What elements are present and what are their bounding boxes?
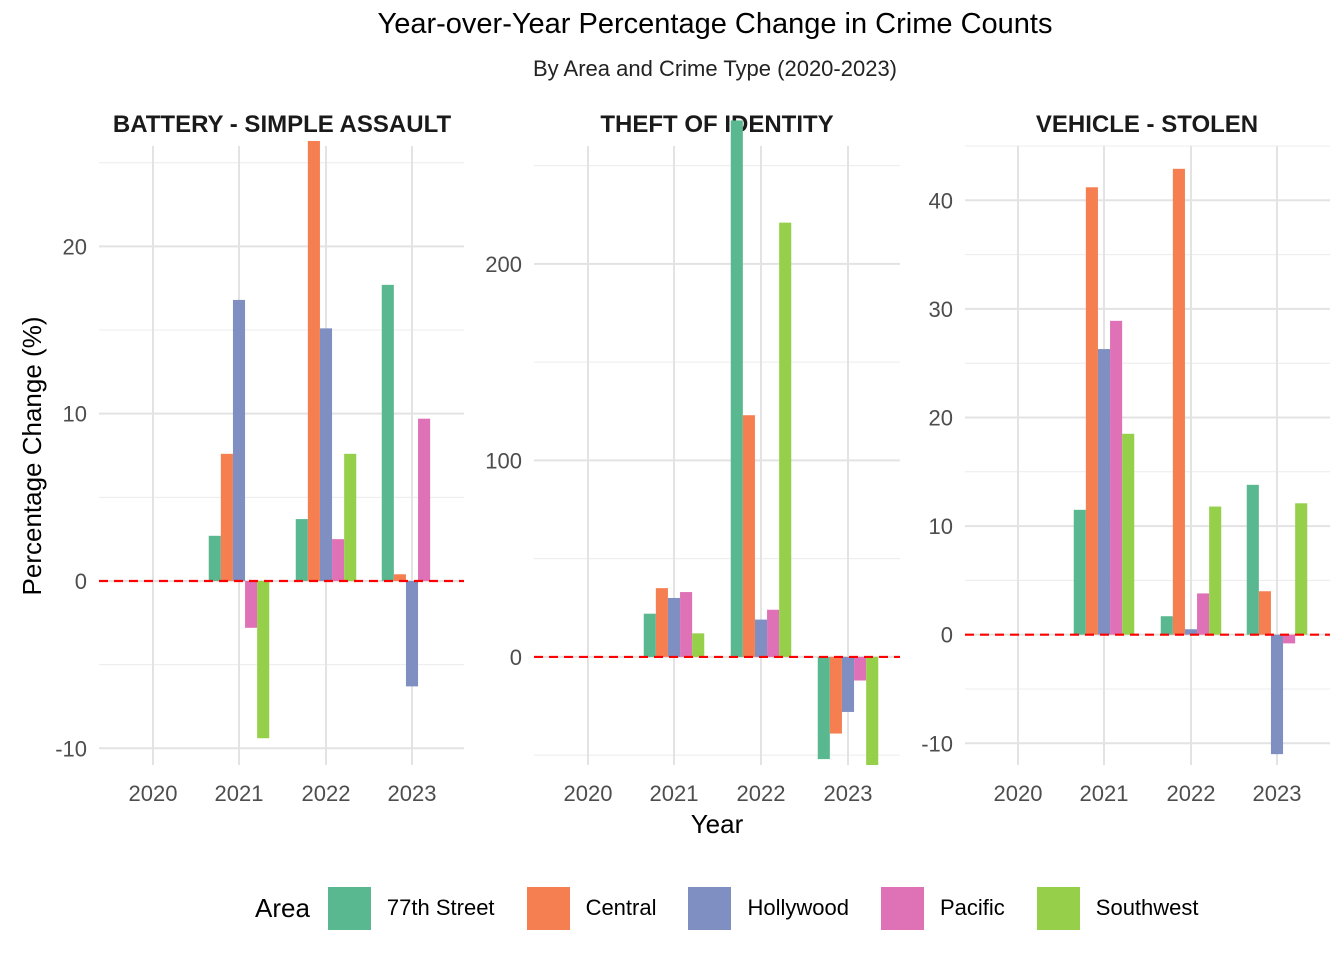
y-tick-label: 10	[929, 514, 953, 539]
legend-label: Pacific	[939, 895, 1005, 920]
bar-hollywood	[405, 580, 419, 687]
y-tick-label: 30	[929, 297, 953, 322]
bar-southwest	[692, 633, 705, 657]
x-tick-label: 2023	[1253, 781, 1302, 806]
bar-southwest	[1122, 433, 1135, 635]
y-tick-label: 0	[510, 645, 522, 670]
y-tick-label: 20	[929, 405, 953, 430]
bar-central	[1085, 187, 1098, 635]
legend-label: 77th Street	[386, 895, 495, 920]
legend-item-southwest: Southwest	[1036, 886, 1215, 930]
legend-item-hollywood: Hollywood	[688, 886, 865, 930]
bar-pacific	[418, 418, 431, 581]
chart-subtitle: By Area and Crime Type (2020-2023)	[532, 56, 898, 81]
facet-label: BATTERY - SIMPLE ASSAULT	[113, 111, 452, 138]
x-tick-label: 2020	[129, 781, 178, 806]
bar-hollywood	[667, 597, 681, 657]
legend-item-pacific: Pacific	[880, 886, 1021, 930]
chart-title: Year-over-Year Percentage Change in Crim…	[377, 8, 1053, 40]
bar-77th-street	[1160, 616, 1173, 635]
bar-central	[829, 656, 842, 734]
bar-hollywood	[232, 299, 246, 581]
bar-central	[393, 574, 406, 581]
x-tick-label: 2020	[994, 781, 1043, 806]
x-tick-label: 2022	[302, 781, 351, 806]
bar-southwest	[866, 656, 879, 765]
bar-pacific	[854, 656, 867, 681]
legend-swatch	[327, 886, 371, 930]
bar-pacific	[767, 609, 780, 657]
bar-hollywood	[1184, 629, 1198, 635]
bar-central	[742, 415, 755, 657]
x-tick-label: 2021	[215, 781, 264, 806]
bar-pacific	[1283, 634, 1296, 644]
bar-central	[1172, 168, 1185, 635]
y-tick-label: 100	[485, 448, 522, 473]
y-tick-label: -10	[921, 731, 953, 756]
bar-central	[307, 140, 320, 581]
facet-label: VEHICLE - STOLEN	[1036, 111, 1258, 138]
legend-swatch	[880, 886, 924, 930]
legend-label: Southwest	[1095, 895, 1199, 920]
legend-item-77th-street: 77th Street	[327, 886, 511, 930]
bar-77th-street	[208, 535, 221, 581]
legend-item-central: Central	[526, 886, 673, 930]
y-tick-label: -10	[55, 736, 87, 761]
bar-central	[220, 453, 233, 581]
x-axis-title: Year	[691, 809, 744, 839]
legend-swatch	[526, 886, 570, 930]
bar-southwest	[344, 453, 357, 581]
bar-southwest	[779, 222, 792, 657]
y-tick-label: 0	[941, 623, 953, 648]
y-tick-label: 10	[63, 402, 87, 427]
bar-77th-street	[295, 519, 308, 581]
bar-central	[1258, 591, 1271, 635]
x-tick-label: 2021	[1080, 781, 1129, 806]
y-tick-label: 0	[75, 569, 87, 594]
x-tick-label: 2022	[1167, 781, 1216, 806]
bar-hollywood	[319, 328, 333, 581]
bar-pacific	[1110, 320, 1123, 635]
x-tick-label: 2023	[824, 781, 873, 806]
facet-label: THEFT OF IDENTITY	[600, 111, 833, 138]
bar-hollywood	[1097, 349, 1111, 635]
x-tick-label: 2020	[564, 781, 613, 806]
legend-label: Hollywood	[747, 895, 849, 920]
y-tick-label: 20	[63, 234, 87, 259]
bar-77th-street	[817, 656, 830, 760]
bar-77th-street	[730, 120, 743, 657]
bar-77th-street	[381, 284, 394, 581]
bar-pacific	[245, 580, 258, 628]
y-axis-title: Percentage Change (%)	[17, 317, 47, 596]
x-tick-label: 2023	[388, 781, 437, 806]
bar-pacific	[1197, 593, 1210, 635]
bar-central	[655, 588, 668, 657]
legend-swatch	[1036, 886, 1080, 930]
bar-77th-street	[643, 613, 656, 657]
y-tick-label: 200	[485, 252, 522, 277]
bar-hollywood	[841, 656, 855, 712]
bar-hollywood	[754, 619, 768, 657]
y-tick-label: 40	[929, 188, 953, 213]
legend: Area 77th Street Central Hollywood Pacif…	[255, 886, 1231, 930]
bar-southwest	[257, 580, 270, 739]
bar-southwest	[1209, 506, 1222, 635]
legend-swatch	[688, 886, 732, 930]
bar-hollywood	[1270, 634, 1284, 755]
x-tick-label: 2021	[650, 781, 699, 806]
legend-title: Area	[255, 892, 310, 923]
bar-77th-street	[1246, 484, 1259, 635]
bar-pacific	[680, 592, 693, 657]
legend-label: Central	[585, 895, 657, 920]
bar-southwest	[1295, 503, 1308, 635]
bar-pacific	[332, 539, 345, 581]
bar-77th-street	[1073, 509, 1086, 635]
x-tick-label: 2022	[737, 781, 786, 806]
